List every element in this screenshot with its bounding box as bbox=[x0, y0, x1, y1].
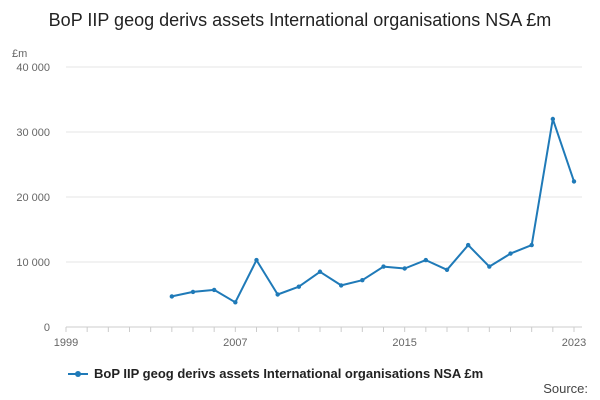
x-tick-label: 2023 bbox=[562, 337, 586, 349]
data-point[interactable] bbox=[275, 292, 280, 297]
series-line bbox=[171, 118, 575, 304]
x-tick-label: 2007 bbox=[223, 337, 247, 349]
y-tick-label: 10 000 bbox=[16, 257, 50, 269]
y-axis-unit: £m bbox=[12, 48, 27, 60]
y-tick-label: 30 000 bbox=[16, 127, 50, 139]
data-point[interactable] bbox=[317, 269, 323, 274]
x-tick-label: 2015 bbox=[392, 337, 416, 349]
data-point[interactable] bbox=[338, 283, 344, 288]
data-point[interactable] bbox=[360, 278, 365, 283]
legend-label: BoP IIP geog derivs assets International… bbox=[94, 366, 484, 381]
data-point[interactable] bbox=[571, 179, 577, 184]
chart-title: BoP IIP geog derivs assets International… bbox=[48, 10, 552, 30]
x-tick-label: 1999 bbox=[54, 337, 78, 349]
data-point[interactable] bbox=[190, 289, 196, 295]
data-point[interactable] bbox=[508, 251, 513, 256]
data-point[interactable] bbox=[465, 242, 471, 248]
legend-line-icon bbox=[68, 368, 88, 380]
data-point[interactable] bbox=[423, 257, 429, 263]
series-layer bbox=[169, 116, 577, 305]
data-point[interactable] bbox=[444, 267, 450, 272]
data-point[interactable] bbox=[487, 264, 492, 269]
y-tick-label: 40 000 bbox=[16, 62, 50, 74]
x-axis-ticks: 1999 2007 2015 2023 bbox=[54, 327, 586, 349]
data-point[interactable] bbox=[254, 257, 259, 263]
data-point[interactable] bbox=[550, 116, 556, 122]
y-axis-ticks: 0 10 000 20 000 30 000 40 000 bbox=[16, 62, 50, 334]
data-point[interactable] bbox=[381, 264, 386, 269]
gridlines bbox=[66, 66, 582, 263]
legend: BoP IIP geog derivs assets International… bbox=[68, 366, 483, 381]
data-point[interactable] bbox=[529, 242, 534, 248]
y-tick-label: 0 bbox=[44, 322, 50, 334]
data-point[interactable] bbox=[402, 266, 407, 271]
data-point[interactable] bbox=[233, 300, 238, 305]
y-tick-label: 20 000 bbox=[16, 192, 50, 204]
source-label: Source: bbox=[543, 381, 588, 396]
data-point[interactable] bbox=[296, 284, 302, 289]
data-point[interactable] bbox=[169, 294, 175, 299]
data-point[interactable] bbox=[211, 287, 217, 293]
